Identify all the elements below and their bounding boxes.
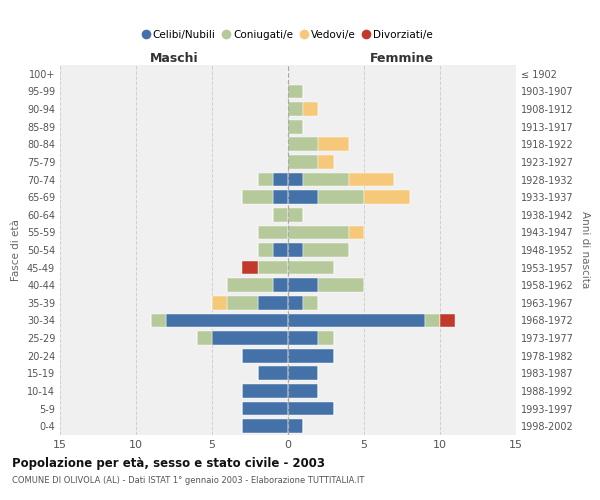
Y-axis label: Fasce di età: Fasce di età xyxy=(11,219,21,281)
Bar xyxy=(288,402,334,415)
Text: Femmine: Femmine xyxy=(370,52,434,65)
Legend: Celibi/Nubili, Coniugati/e, Vedovi/e, Divorziati/e: Celibi/Nubili, Coniugati/e, Vedovi/e, Di… xyxy=(139,26,437,44)
Bar xyxy=(257,172,273,186)
Bar xyxy=(242,420,288,433)
Text: COMUNE DI OLIVOLA (AL) - Dati ISTAT 1° gennaio 2003 - Elaborazione TUTTITALIA.IT: COMUNE DI OLIVOLA (AL) - Dati ISTAT 1° g… xyxy=(12,476,364,485)
Bar xyxy=(288,155,319,169)
Bar xyxy=(319,138,349,151)
Bar xyxy=(288,420,303,433)
Bar xyxy=(151,314,166,328)
Bar xyxy=(303,243,349,257)
Bar xyxy=(288,331,319,345)
Bar xyxy=(273,243,288,257)
Bar xyxy=(288,314,425,328)
Bar xyxy=(288,120,303,134)
Bar xyxy=(288,138,319,151)
Bar xyxy=(257,226,288,239)
Bar xyxy=(227,278,273,292)
Bar xyxy=(349,172,394,186)
Bar xyxy=(288,296,303,310)
Bar xyxy=(242,190,273,204)
Bar xyxy=(273,278,288,292)
Bar xyxy=(242,260,257,274)
Bar xyxy=(242,349,288,362)
Bar xyxy=(242,402,288,415)
Bar xyxy=(303,296,319,310)
Bar xyxy=(288,243,303,257)
Bar xyxy=(288,102,303,116)
Bar xyxy=(425,314,440,328)
Bar xyxy=(303,172,349,186)
Bar xyxy=(288,366,319,380)
Bar xyxy=(364,190,410,204)
Bar xyxy=(288,260,334,274)
Bar xyxy=(303,102,319,116)
Bar xyxy=(288,226,349,239)
Bar xyxy=(319,331,334,345)
Text: Maschi: Maschi xyxy=(149,52,199,65)
Text: Popolazione per età, sesso e stato civile - 2003: Popolazione per età, sesso e stato civil… xyxy=(12,458,325,470)
Bar xyxy=(273,190,288,204)
Bar xyxy=(319,155,334,169)
Bar xyxy=(257,243,273,257)
Y-axis label: Anni di nascita: Anni di nascita xyxy=(580,212,590,288)
Bar xyxy=(319,190,364,204)
Bar xyxy=(288,172,303,186)
Bar xyxy=(288,208,303,222)
Bar xyxy=(212,331,288,345)
Bar xyxy=(212,296,227,310)
Bar xyxy=(288,349,334,362)
Bar xyxy=(166,314,288,328)
Bar xyxy=(242,384,288,398)
Bar xyxy=(197,331,212,345)
Bar xyxy=(288,84,303,98)
Bar xyxy=(257,366,288,380)
Bar xyxy=(288,384,319,398)
Bar xyxy=(227,296,257,310)
Bar xyxy=(273,208,288,222)
Bar xyxy=(288,190,319,204)
Bar xyxy=(349,226,364,239)
Bar xyxy=(273,172,288,186)
Bar xyxy=(319,278,364,292)
Bar xyxy=(440,314,455,328)
Bar xyxy=(288,278,319,292)
Bar xyxy=(257,260,288,274)
Bar xyxy=(257,296,288,310)
